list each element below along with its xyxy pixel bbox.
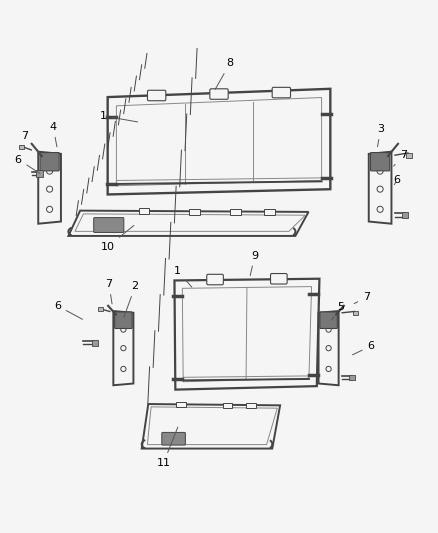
Bar [18, 144, 24, 149]
FancyBboxPatch shape [40, 152, 59, 171]
Text: 7: 7 [106, 279, 113, 304]
Text: 7: 7 [394, 150, 407, 166]
Text: 6: 6 [353, 341, 374, 355]
Text: 1: 1 [100, 111, 138, 122]
Text: 6: 6 [54, 301, 82, 319]
FancyBboxPatch shape [148, 90, 166, 101]
Bar [349, 375, 355, 381]
Text: 7: 7 [354, 292, 370, 304]
Bar [92, 340, 99, 345]
Bar [246, 403, 256, 408]
Bar [139, 208, 149, 214]
Bar [189, 208, 200, 215]
FancyBboxPatch shape [162, 432, 185, 445]
Text: 2: 2 [124, 281, 139, 317]
Text: 4: 4 [49, 122, 57, 147]
FancyBboxPatch shape [271, 273, 287, 284]
Text: 11: 11 [156, 427, 178, 468]
Bar [177, 402, 186, 407]
Bar [402, 212, 408, 218]
FancyBboxPatch shape [371, 152, 390, 171]
Text: 3: 3 [377, 124, 384, 147]
Bar [223, 402, 232, 408]
Bar [406, 154, 412, 158]
Text: 5: 5 [332, 302, 344, 320]
Text: 7: 7 [21, 131, 40, 154]
Text: 6: 6 [394, 175, 401, 185]
Text: 6: 6 [14, 155, 40, 173]
Text: 1: 1 [174, 266, 192, 287]
FancyBboxPatch shape [115, 312, 132, 328]
Bar [265, 209, 275, 215]
FancyBboxPatch shape [207, 274, 223, 285]
FancyBboxPatch shape [210, 89, 228, 99]
FancyBboxPatch shape [320, 312, 337, 328]
Text: 8: 8 [215, 59, 233, 90]
Bar [230, 209, 240, 215]
FancyBboxPatch shape [94, 217, 124, 232]
Bar [98, 307, 103, 311]
Text: 9: 9 [250, 251, 258, 276]
Bar [353, 311, 358, 315]
Bar [36, 171, 43, 176]
FancyBboxPatch shape [272, 87, 290, 98]
Text: 10: 10 [101, 225, 134, 252]
